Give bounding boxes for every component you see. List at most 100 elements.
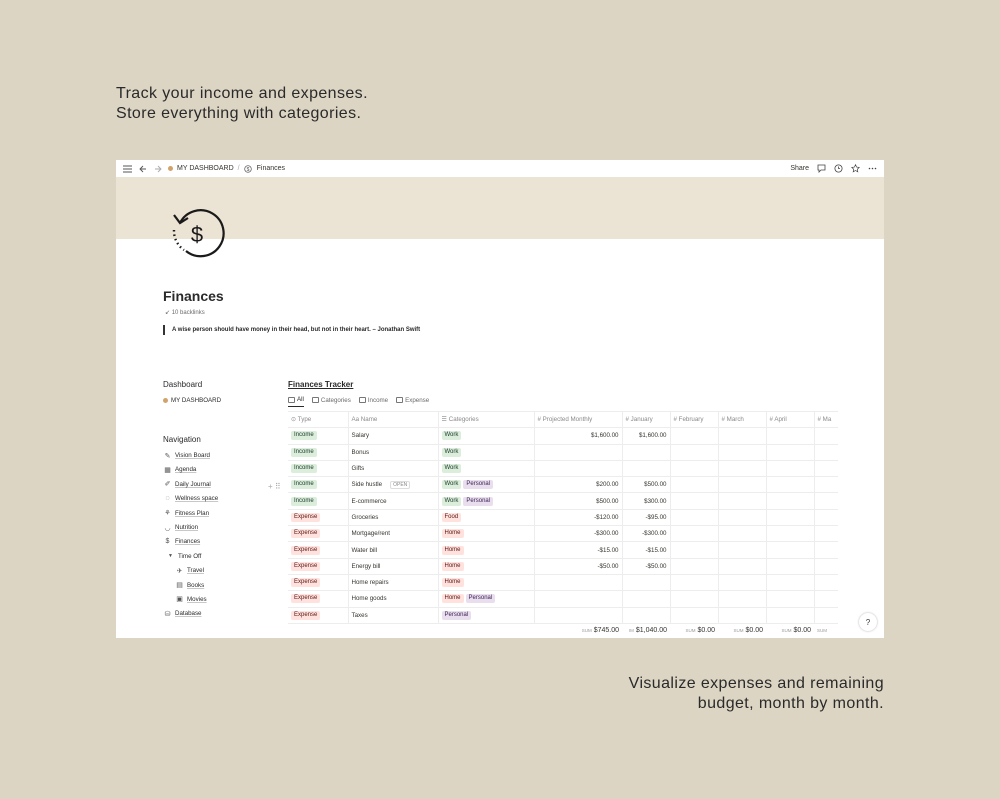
cell-april[interactable] xyxy=(766,607,815,624)
cell-february[interactable] xyxy=(670,460,719,478)
cell-may[interactable] xyxy=(814,590,838,608)
column-header-april[interactable]: # April xyxy=(766,410,815,429)
table-row[interactable]: Expense Groceries Food -$120.00 -$95.00 xyxy=(288,509,838,527)
cell-categories[interactable]: Home xyxy=(438,541,535,559)
cell-projected[interactable]: -$300.00 xyxy=(534,525,623,543)
cell-february[interactable] xyxy=(670,444,719,461)
column-header-january[interactable]: # January xyxy=(622,410,671,429)
table-row[interactable]: Income E-commerce Work Personal $500.00 $300.… xyxy=(288,492,838,510)
cell-april[interactable] xyxy=(766,492,815,510)
cell-march[interactable] xyxy=(718,525,767,543)
cell-name[interactable]: Gifts xyxy=(348,460,439,478)
cell-name[interactable]: Energy bill xyxy=(348,558,439,575)
cell-type[interactable]: Expense xyxy=(288,607,349,624)
back-arrow-icon[interactable] xyxy=(138,164,147,173)
cell-march[interactable] xyxy=(718,607,767,624)
table-row[interactable]: Expense Mortgage/rent Home -$300.00 -$300.00 xyxy=(288,525,838,543)
cell-categories[interactable]: Home xyxy=(438,574,535,592)
cell-march[interactable] xyxy=(718,558,767,575)
table-row[interactable]: Expense Water bill Home -$15.00 -$15.00 xyxy=(288,541,838,559)
star-icon[interactable] xyxy=(851,164,860,173)
cell-april[interactable] xyxy=(766,476,815,494)
cell-march[interactable] xyxy=(718,509,767,527)
column-header-february[interactable]: # February xyxy=(670,410,719,429)
cell-categories[interactable]: Work Personal xyxy=(438,476,535,494)
cell-name[interactable]: Home repairs xyxy=(348,574,439,592)
cell-categories[interactable]: Work xyxy=(438,460,535,478)
cell-january[interactable]: -$50.00 xyxy=(622,558,671,575)
cell-april[interactable] xyxy=(766,427,815,445)
cell-february[interactable] xyxy=(670,607,719,624)
cell-type[interactable]: Income xyxy=(288,476,349,494)
comment-icon[interactable] xyxy=(817,164,826,173)
cell-february[interactable] xyxy=(670,541,719,559)
forward-arrow-icon[interactable] xyxy=(153,164,162,173)
cell-march[interactable] xyxy=(718,476,767,494)
cell-january[interactable]: $500.00 xyxy=(622,476,671,494)
cell-type[interactable]: Income xyxy=(288,427,349,445)
cell-april[interactable] xyxy=(766,590,815,608)
cell-projected[interactable]: $1,600.00 xyxy=(534,427,623,445)
column-header-categories[interactable]: ☰ Categories xyxy=(438,410,535,429)
cell-name[interactable]: Mortgage/rent xyxy=(348,525,439,543)
table-row[interactable]: Income Side hustle OPEN Work Personal $200.00… xyxy=(288,476,838,494)
more-icon[interactable] xyxy=(868,164,877,173)
cell-february[interactable] xyxy=(670,558,719,575)
cell-february[interactable] xyxy=(670,525,719,543)
cell-name[interactable]: Water bill xyxy=(348,541,439,559)
tab-income[interactable]: Income xyxy=(358,397,388,407)
column-header-projected[interactable]: # Projected Monthly xyxy=(534,410,623,429)
cell-projected[interactable] xyxy=(534,607,623,624)
cell-january[interactable] xyxy=(622,460,671,478)
column-header-march[interactable]: # March xyxy=(718,410,767,429)
sidebar-item-daily-journal[interactable]: ✐ Daily Journal xyxy=(163,477,263,491)
cell-name[interactable]: Groceries xyxy=(348,509,439,527)
cell-february[interactable] xyxy=(670,574,719,592)
cell-february[interactable] xyxy=(670,492,719,510)
sidebar-item-my-dashboard[interactable]: MY DASHBOARD xyxy=(163,393,263,407)
cell-march[interactable] xyxy=(718,460,767,478)
sidebar-item-finances[interactable]: $ Finances xyxy=(163,535,263,549)
table-row[interactable]: Expense Home repairs Home xyxy=(288,574,838,592)
menu-icon[interactable] xyxy=(123,164,132,173)
cell-name[interactable]: Home goods xyxy=(348,590,439,608)
sum-may[interactable]: SUM xyxy=(814,623,838,637)
help-button[interactable]: ? xyxy=(859,613,877,631)
cell-type[interactable]: Expense xyxy=(288,525,349,543)
cell-type[interactable]: Expense xyxy=(288,541,349,559)
cell-type[interactable]: Expense xyxy=(288,590,349,608)
table-row[interactable]: Income Gifts Work xyxy=(288,460,838,478)
cell-may[interactable] xyxy=(814,558,838,575)
tab-expense[interactable]: Expense xyxy=(396,397,429,407)
sidebar-item-wellness-space[interactable]: ◌ Wellness space xyxy=(163,492,263,506)
sidebar-item-database[interactable]: ⛁ Database xyxy=(163,607,263,621)
cell-march[interactable] xyxy=(718,444,767,461)
column-header-name[interactable]: Aa Name xyxy=(348,410,439,429)
cell-march[interactable] xyxy=(718,427,767,445)
cell-february[interactable] xyxy=(670,476,719,494)
cell-march[interactable] xyxy=(718,590,767,608)
open-button[interactable]: OPEN xyxy=(390,480,411,489)
cell-april[interactable] xyxy=(766,444,815,461)
sidebar-item-time-off[interactable]: ▼ Time Off xyxy=(163,549,263,563)
toggle-icon[interactable]: ▼ xyxy=(168,553,173,560)
page-cover[interactable] xyxy=(116,177,884,239)
cell-type[interactable]: Income xyxy=(288,460,349,478)
cell-projected[interactable]: -$15.00 xyxy=(534,541,623,559)
cell-january[interactable]: -$300.00 xyxy=(622,525,671,543)
cell-may[interactable] xyxy=(814,509,838,527)
column-header-type[interactable]: ⊙ Type xyxy=(288,410,349,429)
cell-projected[interactable] xyxy=(534,460,623,478)
cell-may[interactable] xyxy=(814,460,838,478)
column-header-may[interactable]: # Ma xyxy=(814,410,838,429)
cell-projected[interactable] xyxy=(534,444,623,461)
clock-icon[interactable] xyxy=(834,164,843,173)
tab-all[interactable]: All xyxy=(288,396,304,407)
breadcrumb-root[interactable]: MY DASHBOARD xyxy=(177,165,234,172)
cell-may[interactable] xyxy=(814,525,838,543)
table-row[interactable]: Expense Taxes Personal xyxy=(288,607,838,624)
cell-january[interactable] xyxy=(622,574,671,592)
cell-april[interactable] xyxy=(766,574,815,592)
sum-march[interactable]: SUM $0.00 xyxy=(718,623,766,637)
table-row[interactable]: Expense Home goods Home Personal xyxy=(288,590,838,608)
